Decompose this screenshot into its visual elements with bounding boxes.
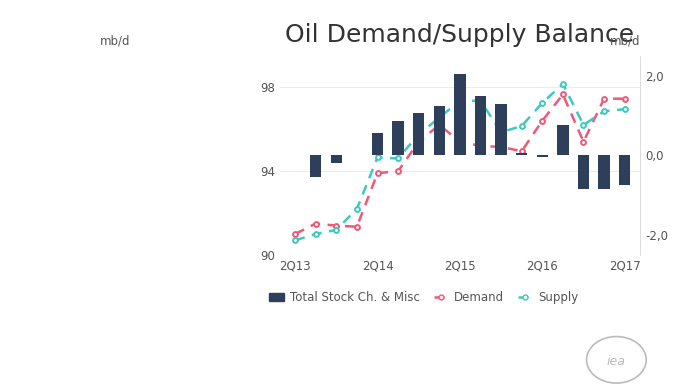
Bar (619, 155, 630, 185)
Bar (516, 153, 527, 155)
Title: Oil Demand/Supply Balance: Oil Demand/Supply Balance (285, 23, 635, 47)
Bar (537, 155, 548, 157)
Bar (413, 114, 424, 155)
Bar (578, 155, 589, 189)
Legend: Total Stock Ch. & Misc, Demand, Supply: Total Stock Ch. & Misc, Demand, Supply (265, 286, 583, 309)
Text: mb/d: mb/d (100, 35, 130, 48)
Bar (598, 155, 610, 189)
Bar (495, 103, 507, 155)
Bar (310, 155, 322, 177)
Bar (393, 121, 404, 155)
Bar (372, 133, 383, 155)
Bar (475, 96, 486, 155)
Bar (557, 125, 568, 155)
Bar (454, 74, 466, 155)
Text: iea: iea (607, 355, 626, 368)
Bar (434, 105, 445, 155)
Bar (331, 155, 342, 163)
Text: mb/d: mb/d (610, 35, 640, 48)
